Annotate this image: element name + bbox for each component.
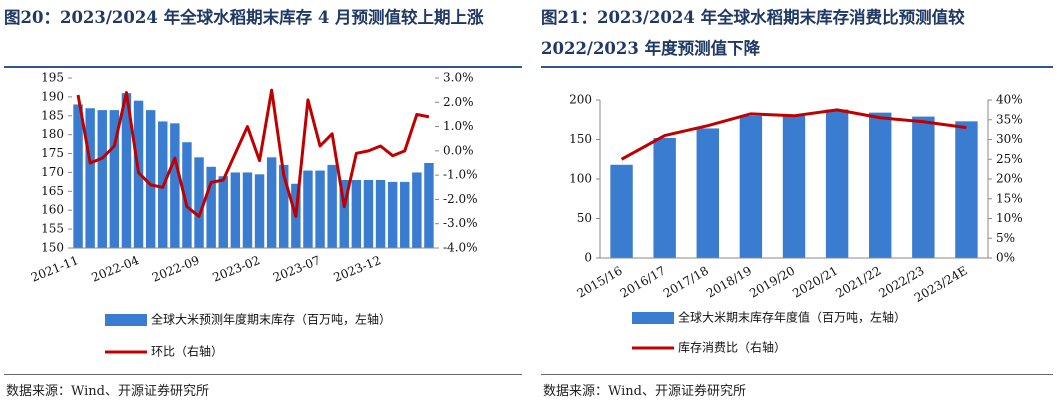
bar: [266, 157, 277, 248]
x-tick-label: 2016/17: [618, 264, 668, 301]
bar: [955, 121, 978, 258]
bar: [73, 104, 83, 248]
legend-label: 全球大米预测年度期末库存（百万吨，左轴）: [151, 312, 391, 327]
bar: [400, 181, 410, 248]
x-tick-label: 2023-02: [210, 253, 261, 285]
bar: [170, 123, 180, 248]
y2-tick-label: 2.0%: [443, 95, 474, 109]
bar: [782, 115, 806, 258]
title-rule: [541, 66, 1053, 68]
bar: [912, 116, 935, 258]
title-rule: [4, 66, 522, 68]
y2-tick-label: -3.0%: [443, 216, 478, 230]
x-tick-label: 2019/20: [747, 264, 797, 301]
y2-tick-label: 40%: [996, 93, 1023, 107]
bar: [327, 164, 337, 248]
bar: [339, 180, 349, 248]
bar: [279, 164, 289, 248]
bar: [85, 108, 95, 248]
x-tick-label: 2022-04: [89, 253, 141, 285]
y2-tick-label: 15%: [996, 191, 1023, 205]
legend-label: 全球大米期末库存年度值（百万吨，左轴）: [678, 310, 906, 325]
y2-tick-label: 0.0%: [443, 143, 474, 157]
y2-tick-label: 20%: [996, 172, 1023, 186]
legend-label: 环比（右轴）: [151, 344, 223, 359]
legend-label: 库存消费比（右轴）: [678, 340, 786, 355]
bar: [412, 172, 422, 248]
bar: [424, 163, 434, 248]
y2-tick-label: 0%: [996, 251, 1015, 265]
bar: [145, 110, 156, 248]
bar: [351, 180, 362, 248]
bar: [121, 93, 132, 248]
source: 数据来源：Wind、开源证券研究所: [6, 384, 209, 399]
y-tick-label: 50: [577, 211, 592, 225]
bar: [97, 110, 107, 248]
y-tick-label: 150: [569, 132, 592, 146]
source-rule: [541, 374, 1053, 375]
x-tick-label: 2021/22: [833, 264, 883, 301]
x-tick-label: 2017/18: [661, 264, 711, 301]
bar: [206, 166, 216, 248]
bar: [218, 176, 228, 248]
bar: [610, 164, 633, 258]
y2-tick-label: 25%: [996, 152, 1023, 166]
x-tick-label: 2022-09: [150, 253, 201, 285]
x-tick-label: 2020/21: [790, 264, 840, 301]
y-tick-label: 190: [41, 89, 64, 103]
bar: [303, 170, 313, 248]
bar: [375, 180, 386, 248]
x-tick-label: 2023-07: [271, 253, 322, 285]
x-tick-label: 2015/16: [575, 264, 625, 301]
y2-tick-label: -4.0%: [443, 241, 478, 255]
y2-tick-label: -2.0%: [443, 192, 478, 206]
bar: [230, 172, 241, 248]
legend-swatch: [105, 314, 147, 326]
bar: [387, 181, 398, 248]
bar: [653, 137, 676, 258]
x-tick-label: 2023-12: [331, 253, 382, 285]
y2-tick-label: 5%: [996, 231, 1015, 245]
chart-title: 图20：2023/2024 年全球水稻期末库存 4 月预测值较上期上涨: [4, 8, 484, 27]
x-tick-label: 2021-11: [29, 253, 80, 285]
y-tick-label: 165: [41, 184, 64, 198]
y-tick-label: 160: [41, 203, 64, 217]
y2-tick-label: 30%: [996, 132, 1023, 146]
y-tick-label: 185: [41, 108, 64, 122]
bar: [363, 180, 374, 248]
y2-tick-label: 10%: [996, 211, 1023, 225]
legend-swatch: [632, 312, 674, 324]
bar: [825, 109, 849, 258]
y-tick-label: 100: [569, 172, 592, 186]
bar: [109, 110, 120, 248]
y2-tick-label: 35%: [996, 112, 1023, 126]
source: 数据来源：Wind、开源证券研究所: [543, 384, 746, 399]
bar: [242, 172, 253, 248]
line: [620, 108, 967, 161]
y-tick-label: 150: [41, 241, 64, 255]
x-tick-label: 2018/19: [704, 264, 754, 301]
y2-tick-label: 3.0%: [443, 71, 474, 85]
bar: [696, 128, 719, 258]
y-tick-label: 200: [569, 93, 592, 107]
line: [76, 88, 430, 218]
chart-title: 图21：2023/2024 年全球水稻期末库存消费比预测值较2022/2023 …: [541, 8, 965, 58]
bar: [869, 112, 892, 258]
bar: [182, 142, 192, 248]
y-tick-label: 175: [41, 146, 64, 160]
bar: [739, 115, 763, 258]
bar: [315, 170, 325, 248]
y-tick-label: 180: [41, 127, 64, 141]
y-tick-label: 195: [41, 71, 64, 85]
y-tick-label: 170: [41, 165, 64, 179]
source-rule: [4, 374, 522, 375]
y2-tick-label: -1.0%: [443, 168, 478, 182]
bar: [254, 174, 265, 248]
y2-tick-label: 1.0%: [443, 119, 474, 133]
y-tick-label: 0: [584, 251, 592, 265]
bar: [194, 157, 204, 248]
y-tick-label: 155: [41, 222, 64, 236]
